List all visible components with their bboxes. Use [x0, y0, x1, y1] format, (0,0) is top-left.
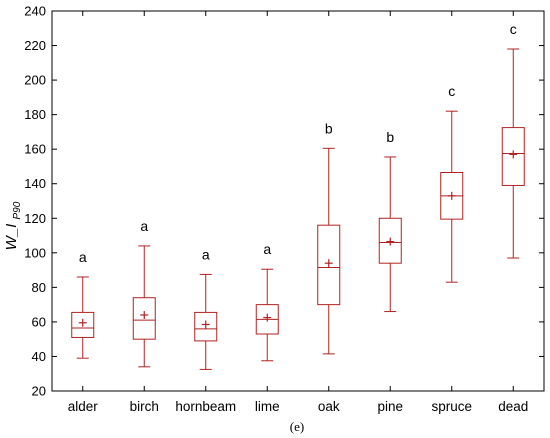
- iqr-box: [378, 217, 402, 264]
- y-tick-label: 200: [24, 73, 46, 88]
- x-tick-label: hornbeam: [175, 399, 236, 414]
- box-hornbeam: [194, 273, 218, 370]
- iqr-box: [501, 127, 525, 186]
- significance-labels: a a a a b b c c: [79, 21, 517, 265]
- y-axis-label-subscript: P90: [12, 201, 23, 219]
- box-dead: [501, 48, 525, 259]
- box-birch: [132, 245, 156, 368]
- significance-letter: a: [140, 218, 148, 234]
- x-tick-label: oak: [318, 399, 340, 414]
- box-spruce: [440, 110, 464, 283]
- y-tick-label: 20: [32, 384, 46, 399]
- y-tick-label: 60: [32, 314, 46, 329]
- y-tick-label: 180: [24, 107, 46, 122]
- y-tick-label: 240: [24, 4, 46, 19]
- y-tick-label: 100: [24, 245, 46, 260]
- significance-letter: a: [79, 249, 87, 265]
- x-tick-label: birch: [130, 399, 159, 414]
- significance-letter: b: [386, 129, 394, 145]
- x-tick-label: dead: [498, 399, 528, 414]
- x-axis: alder birch hornbeam lime oak pine spruce dead: [68, 11, 528, 414]
- box-oak: [317, 147, 341, 355]
- boxes-layer: [71, 48, 525, 370]
- significance-letter: a: [263, 241, 271, 257]
- iqr-box: [194, 311, 218, 342]
- x-tick-label: alder: [68, 399, 99, 414]
- y-tick-label: 80: [32, 280, 46, 295]
- significance-letter: b: [325, 120, 333, 136]
- plot-border: [51, 10, 545, 392]
- y-tick-label: 120: [24, 211, 46, 226]
- iqr-box: [71, 311, 95, 338]
- x-tick-label: lime: [255, 399, 280, 414]
- y-tick-label: 160: [24, 142, 46, 157]
- y-tick-label: 220: [24, 38, 46, 53]
- box-pine: [378, 156, 402, 313]
- significance-letter: a: [202, 246, 210, 262]
- y-tick-label: 40: [32, 349, 46, 364]
- x-tick-label: pine: [377, 399, 403, 414]
- y-axis-label-main: W_I: [3, 224, 20, 251]
- box-alder: [71, 276, 95, 359]
- y-axis: 20 40 60 80 100 120 140 160 180 200 220 240: [24, 4, 544, 399]
- y-tick-label: 140: [24, 176, 46, 191]
- significance-letter: c: [510, 21, 517, 37]
- iqr-box: [317, 224, 341, 306]
- box-lime: [255, 268, 279, 362]
- plot-frame: [51, 10, 545, 392]
- x-tick-label: spruce: [431, 399, 472, 414]
- significance-letter: c: [448, 83, 455, 99]
- y-axis-label: W_I P90: [3, 201, 23, 250]
- figure-caption: (e): [290, 419, 304, 434]
- iqr-box: [132, 297, 156, 340]
